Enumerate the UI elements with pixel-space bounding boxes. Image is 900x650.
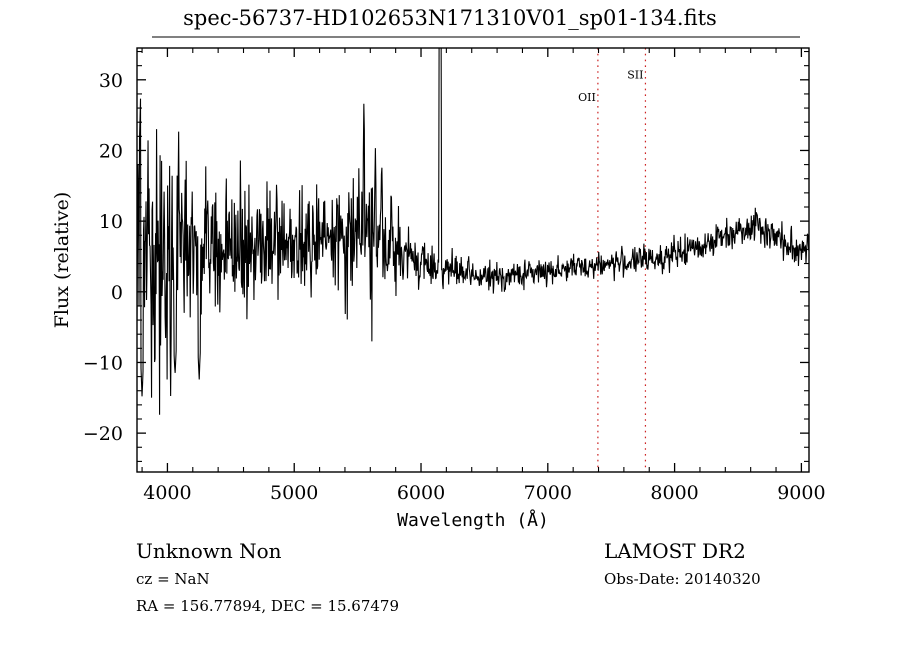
cz-label: cz = NaN xyxy=(136,570,210,588)
annotation-label-sii: SII xyxy=(627,68,643,81)
x-tick-label: 6000 xyxy=(397,482,445,504)
y-axis-title: Flux (relative) xyxy=(51,192,73,329)
x-tick-label: 5000 xyxy=(270,482,318,504)
object-class-label: Unknown Non xyxy=(136,539,282,563)
coordinates-label: RA = 156.77894, DEC = 15.67479 xyxy=(136,597,400,615)
obs-date-label: Obs-Date: 20140320 xyxy=(604,570,761,588)
y-tick-label: −20 xyxy=(83,423,123,445)
survey-label: LAMOST DR2 xyxy=(604,539,746,563)
metadata-left: Unknown Non cz = NaN RA = 156.77894, DEC… xyxy=(136,536,399,620)
x-tick-label: 4000 xyxy=(143,482,191,504)
y-tick-label: −10 xyxy=(83,352,123,374)
page-title: spec-56737-HD102653N171310V01_sp01-134.f… xyxy=(183,6,717,30)
y-tick-label: 20 xyxy=(99,140,123,162)
plot-area xyxy=(137,48,809,472)
spectrum-trace xyxy=(137,48,809,415)
y-tick-label: 30 xyxy=(99,70,123,92)
plot-frame xyxy=(136,47,810,473)
x-tick-label: 7000 xyxy=(524,482,572,504)
x-tick-label: 8000 xyxy=(650,482,698,504)
x-axis-title: Wavelength (Å) xyxy=(397,509,549,531)
metadata-right: LAMOST DR2 Obs-Date: 20140320 xyxy=(604,536,761,593)
y-tick-label: 10 xyxy=(99,211,123,233)
y-tick-label: 0 xyxy=(111,282,123,304)
annotation-label-oii: OII xyxy=(578,91,596,104)
x-tick-label: 9000 xyxy=(777,482,825,504)
